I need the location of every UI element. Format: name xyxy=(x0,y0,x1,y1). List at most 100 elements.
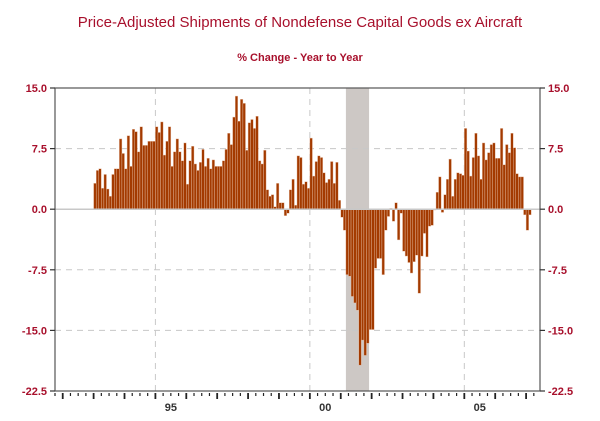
y-tick-label-right: 15.0 xyxy=(548,83,569,95)
bar xyxy=(168,126,172,210)
y-tick-label-left: 7.5 xyxy=(32,144,47,156)
bar xyxy=(495,158,498,210)
bar xyxy=(510,133,514,210)
bar xyxy=(237,120,241,210)
bar xyxy=(191,145,195,210)
bar xyxy=(471,157,475,210)
bar xyxy=(206,158,210,210)
bar xyxy=(271,194,275,210)
bar xyxy=(178,151,182,210)
bar xyxy=(438,176,442,210)
bar xyxy=(487,152,491,210)
bar xyxy=(232,116,236,210)
y-tick-label-left: 0.0 xyxy=(32,204,47,216)
bar xyxy=(196,170,200,210)
x-tick-label: 95 xyxy=(165,402,177,414)
bar xyxy=(384,208,388,231)
bar xyxy=(353,208,357,304)
tick-labels: 15.0 15.0 7.5 7.5 0.0 0.0 -7.5 -7.5 -15.0 -15.0 -2… xyxy=(22,83,573,414)
bar xyxy=(343,208,347,231)
bar xyxy=(108,196,112,210)
bar xyxy=(330,161,334,210)
bar xyxy=(345,208,349,275)
bar xyxy=(124,168,128,210)
bar xyxy=(209,168,213,210)
bar xyxy=(417,208,421,294)
bar xyxy=(484,159,488,210)
bar xyxy=(430,208,434,226)
bar xyxy=(381,208,385,275)
bar xyxy=(150,141,154,210)
y-tick-label-right: -7.5 xyxy=(548,265,567,277)
y-tick-label-right: -22.5 xyxy=(548,386,573,398)
bar xyxy=(505,144,509,210)
bar xyxy=(137,151,141,210)
bar xyxy=(188,160,192,210)
bar xyxy=(121,153,125,210)
bar xyxy=(278,202,282,210)
bar xyxy=(368,208,372,330)
bar xyxy=(443,194,447,210)
bar xyxy=(479,179,483,210)
y-tick-label-left: -22.5 xyxy=(22,386,47,398)
bar xyxy=(502,164,506,210)
bar xyxy=(93,183,97,210)
axes xyxy=(50,87,545,399)
y-tick-label-left: -7.5 xyxy=(28,265,47,277)
bar xyxy=(255,116,259,210)
bar xyxy=(98,168,102,210)
bar xyxy=(119,138,123,210)
bar xyxy=(242,103,246,210)
bar xyxy=(175,138,179,210)
bar xyxy=(193,163,197,210)
bar xyxy=(289,189,293,210)
bar xyxy=(446,179,450,210)
bar xyxy=(420,208,424,257)
bar xyxy=(366,208,370,344)
bar xyxy=(142,145,146,210)
bar xyxy=(397,208,401,241)
bar xyxy=(132,129,136,210)
bar xyxy=(106,188,110,210)
bar xyxy=(466,150,470,210)
y-tick-label-right: 0.0 xyxy=(548,204,563,216)
bar xyxy=(402,208,406,252)
bar xyxy=(276,183,280,210)
bar xyxy=(139,126,143,210)
bar xyxy=(152,141,156,210)
bar xyxy=(374,208,377,269)
x-tick-label: 05 xyxy=(474,402,486,414)
bar xyxy=(410,208,414,274)
bar xyxy=(263,150,267,210)
bar xyxy=(319,157,323,210)
bar xyxy=(198,162,202,210)
bar xyxy=(183,142,187,210)
x-tick-label: 00 xyxy=(319,402,331,414)
bar xyxy=(157,132,161,210)
bar xyxy=(435,192,439,210)
bar xyxy=(173,151,177,210)
bar xyxy=(170,166,174,210)
bar xyxy=(448,158,452,210)
bar xyxy=(111,174,115,210)
bar xyxy=(216,166,220,210)
bar xyxy=(180,160,184,210)
bar xyxy=(265,189,269,210)
bar xyxy=(314,161,318,210)
bar xyxy=(235,95,238,210)
bar xyxy=(103,174,107,210)
plot-frame xyxy=(54,87,541,392)
gridlines xyxy=(55,88,540,391)
bar xyxy=(214,166,218,210)
bar xyxy=(453,179,457,210)
bar xyxy=(114,168,117,210)
y-tick-label-right: -15.0 xyxy=(548,325,573,337)
bar xyxy=(224,149,228,210)
bar xyxy=(456,172,460,210)
bar xyxy=(268,196,272,210)
bar xyxy=(363,208,367,356)
y-tick-label-right: 7.5 xyxy=(548,144,563,156)
bar xyxy=(386,208,390,217)
bar xyxy=(422,208,426,234)
